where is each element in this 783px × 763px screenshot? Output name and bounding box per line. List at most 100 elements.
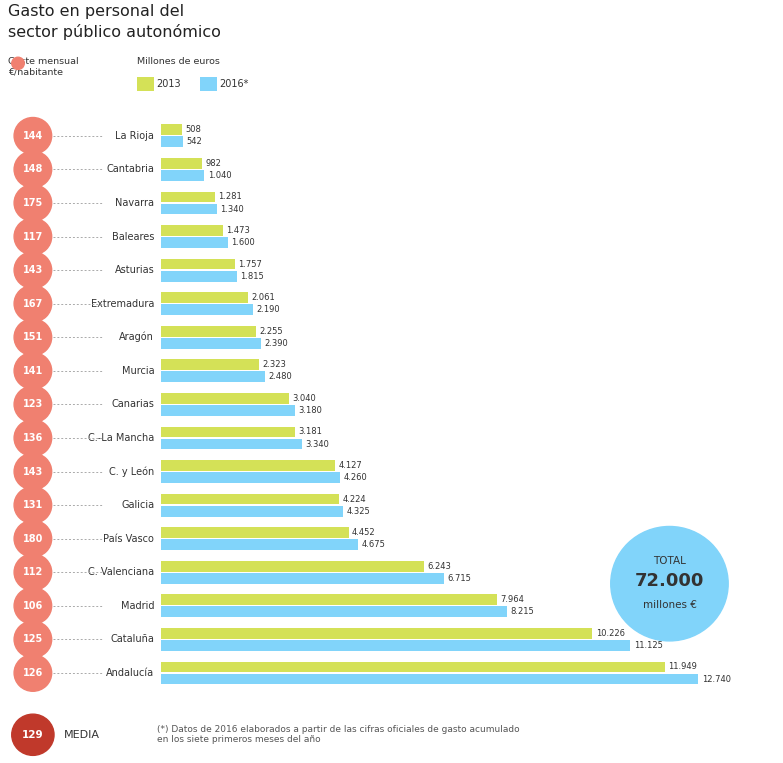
Text: 508: 508 [186,125,201,134]
Bar [161,460,335,471]
Text: 131: 131 [23,500,43,510]
Bar [161,271,237,282]
Text: 10.226: 10.226 [596,629,625,638]
Text: 3.180: 3.180 [298,406,322,415]
Text: (*) Datos de 2016 elaborados a partir de las cifras oficiales de gasto acumulado: (*) Datos de 2016 elaborados a partir de… [157,725,519,744]
Text: País Vasco: País Vasco [103,533,154,544]
Text: 3.181: 3.181 [298,427,322,436]
Text: 180: 180 [23,533,43,544]
Text: Aragón: Aragón [119,332,154,343]
Text: MEDIA: MEDIA [64,729,100,740]
Bar [161,405,294,416]
Text: Extremadura: Extremadura [91,298,154,309]
Text: 8.215: 8.215 [511,607,535,617]
Text: 141: 141 [23,365,43,376]
Text: 129: 129 [22,729,44,740]
Text: 143: 143 [23,265,43,275]
Text: 1.600: 1.600 [232,238,255,247]
Text: C.-La Mancha: C.-La Mancha [88,433,154,443]
Text: 982: 982 [205,159,222,168]
Bar [161,192,215,202]
Text: 542: 542 [187,137,203,146]
Bar [161,506,343,517]
Text: 2.255: 2.255 [259,327,283,336]
Text: 1.340: 1.340 [221,204,244,214]
Text: 7.964: 7.964 [500,595,524,604]
Text: 175: 175 [23,198,43,208]
Bar [161,439,301,449]
Text: 4.325: 4.325 [347,507,370,516]
Text: La Rioja: La Rioja [115,130,154,141]
Text: 1.473: 1.473 [226,226,250,235]
Bar [161,225,222,236]
Text: 1.757: 1.757 [238,259,262,269]
Text: 143: 143 [23,466,43,477]
Text: Asturias: Asturias [114,265,154,275]
Text: Baleares: Baleares [112,231,154,242]
Text: 6.715: 6.715 [447,574,471,583]
Bar [161,372,265,382]
Bar [161,662,665,672]
Bar [161,137,183,147]
Text: Cantabria: Cantabria [106,164,154,175]
Bar [161,527,348,538]
Text: Cataluña: Cataluña [110,634,154,645]
Text: 167: 167 [23,298,43,309]
Text: 4.127: 4.127 [338,461,362,470]
Text: 1.815: 1.815 [240,272,265,281]
Text: 2.190: 2.190 [256,305,280,314]
Text: 125: 125 [23,634,43,645]
Bar [161,472,341,483]
Bar [161,326,256,336]
Bar [161,204,217,214]
Text: Coste mensual
€/habitante: Coste mensual €/habitante [8,57,78,76]
Bar [161,573,444,584]
Bar [161,628,592,639]
Text: 72.000: 72.000 [635,572,704,591]
Text: 6.243: 6.243 [428,562,451,571]
Text: Murcia: Murcia [121,365,154,376]
Bar [161,393,289,404]
Bar [161,640,630,651]
Bar [161,539,358,550]
Text: Madrid: Madrid [121,600,154,611]
Text: Andalucía: Andalucía [106,668,154,678]
Text: 4.260: 4.260 [344,473,367,482]
Text: 12.740: 12.740 [702,674,731,684]
Text: 123: 123 [23,399,43,410]
Text: 112: 112 [23,567,43,578]
Text: Navarra: Navarra [115,198,154,208]
Bar [161,237,228,248]
Text: 148: 148 [23,164,43,175]
Text: Galicia: Galicia [121,500,154,510]
Bar [161,304,253,315]
Text: 2013: 2013 [157,79,181,89]
Text: 3.040: 3.040 [292,394,316,403]
Text: 151: 151 [23,332,43,343]
Text: 2.061: 2.061 [251,293,275,302]
Text: 2.390: 2.390 [265,339,289,348]
Text: Gasto en personal del: Gasto en personal del [8,4,184,19]
Bar [161,561,424,571]
Bar [161,259,235,269]
Bar [161,359,258,370]
Text: 4.452: 4.452 [352,528,376,537]
Text: 2016*: 2016* [219,79,249,89]
Bar [161,292,247,303]
Text: 144: 144 [23,130,43,141]
Text: 4.675: 4.675 [361,540,385,549]
Text: 2.480: 2.480 [269,372,292,382]
Text: millones €: millones € [643,600,696,610]
Text: sector público autonómico: sector público autonómico [8,24,221,40]
Bar [161,158,202,169]
Text: 11.949: 11.949 [669,662,698,671]
Text: Canarias: Canarias [111,399,154,410]
Bar [161,494,339,504]
Bar [161,427,295,437]
Bar [161,124,182,135]
Text: 117: 117 [23,231,43,242]
Text: 3.340: 3.340 [305,439,329,449]
Bar [161,607,507,617]
Text: 1.040: 1.040 [207,171,232,180]
Text: 126: 126 [23,668,43,678]
